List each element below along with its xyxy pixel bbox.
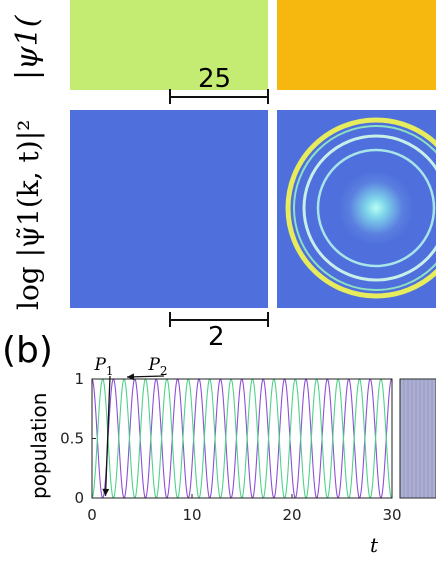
annotation-P2: P2 [147, 355, 167, 378]
x-tick-label: 30 [382, 506, 401, 524]
scale-bar-2 [169, 312, 269, 327]
ring-middle [302, 134, 436, 282]
panel-b-label: (b) [2, 330, 53, 371]
population-chart: 0 10 20 30 0 0.5 1 t P1 P2 [60, 355, 436, 557]
x-axis-label: t [370, 533, 379, 557]
fourier-panel-left [70, 110, 268, 308]
annotation-arrow-line [104, 375, 111, 496]
ring-inner [316, 148, 436, 268]
ring-outer-inner [293, 125, 436, 291]
density-panel-right [277, 0, 436, 90]
central-glow [338, 170, 414, 246]
density-ylabel: |ψ1( [10, 15, 45, 80]
scale-bar-25 [169, 89, 269, 104]
fourier-panel-right [277, 110, 436, 308]
x-tick-label: 0 [87, 506, 97, 524]
x-tick-label: 20 [282, 506, 301, 524]
y-tick-label: 0.5 [60, 430, 84, 448]
annotation-arrow-head [127, 373, 135, 381]
y-tick-label: 0 [74, 489, 84, 507]
ring-outer [285, 117, 436, 299]
scale-label-25: 25 [198, 64, 232, 94]
x-tick-label: 10 [182, 506, 201, 524]
annotation-P1: P1 [93, 355, 113, 378]
fourier-ylabel: log |ψ̃1(k, t)|² [12, 119, 45, 310]
density-panel-left [70, 0, 268, 90]
y-tick-label: 1 [74, 370, 84, 388]
annotation-arrow-head [102, 488, 110, 496]
scale-label-2: 2 [208, 322, 225, 352]
